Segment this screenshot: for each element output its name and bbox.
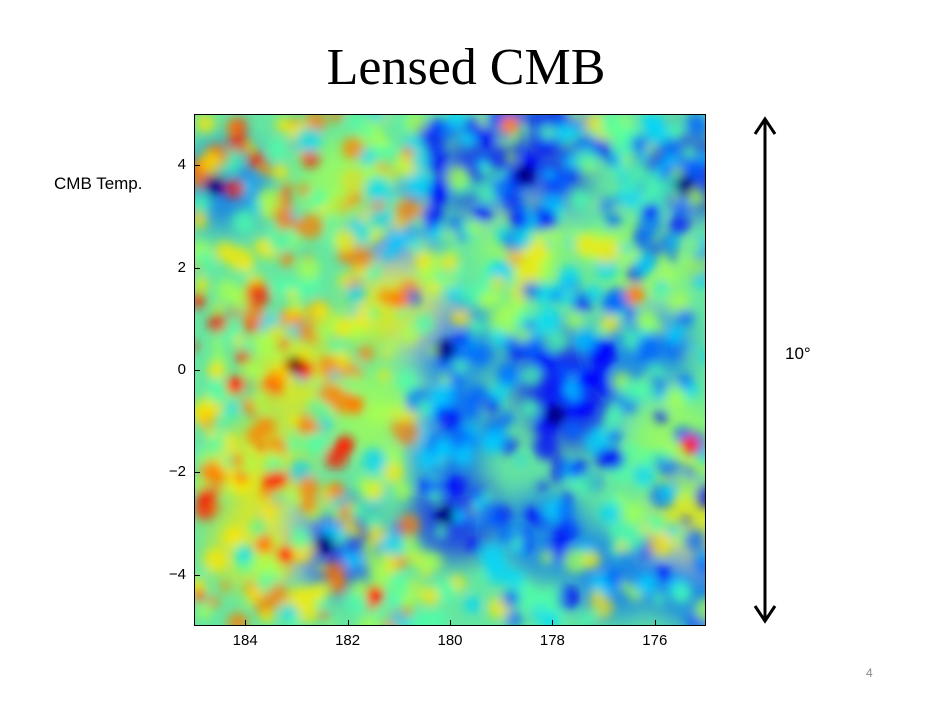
cmb-temperature-map <box>194 114 706 626</box>
x-tick-label: 182 <box>335 632 361 649</box>
x-tick-label: 180 <box>437 632 463 649</box>
page-number: 4 <box>866 666 873 680</box>
x-tick-mark <box>450 620 451 626</box>
y-tick-mark <box>194 267 200 269</box>
y-tick-label: 4 <box>177 156 186 174</box>
y-tick-mark <box>194 472 200 474</box>
angular-scale-arrow <box>753 116 777 624</box>
x-tick-mark <box>245 620 247 626</box>
x-tick-label: 184 <box>232 632 258 649</box>
y-tick-label: −4 <box>168 565 186 583</box>
cmb-temp-label: CMB Temp. <box>54 174 143 193</box>
x-tick-mark <box>347 620 349 626</box>
y-tick-mark <box>194 574 200 576</box>
x-tick-label: 178 <box>539 632 565 649</box>
x-tick-label: 176 <box>642 632 668 649</box>
y-tick-mark <box>194 370 200 371</box>
y-tick-label: 0 <box>177 361 186 378</box>
scale-label: 10° <box>785 344 811 363</box>
slide-title: Lensed CMB <box>326 39 606 96</box>
y-tick-mark <box>194 165 200 167</box>
x-tick-mark <box>552 620 554 626</box>
x-tick-mark <box>654 620 656 626</box>
cmb-map-image <box>195 115 705 625</box>
y-tick-label: 2 <box>177 258 186 276</box>
y-tick-label: −2 <box>168 463 186 481</box>
